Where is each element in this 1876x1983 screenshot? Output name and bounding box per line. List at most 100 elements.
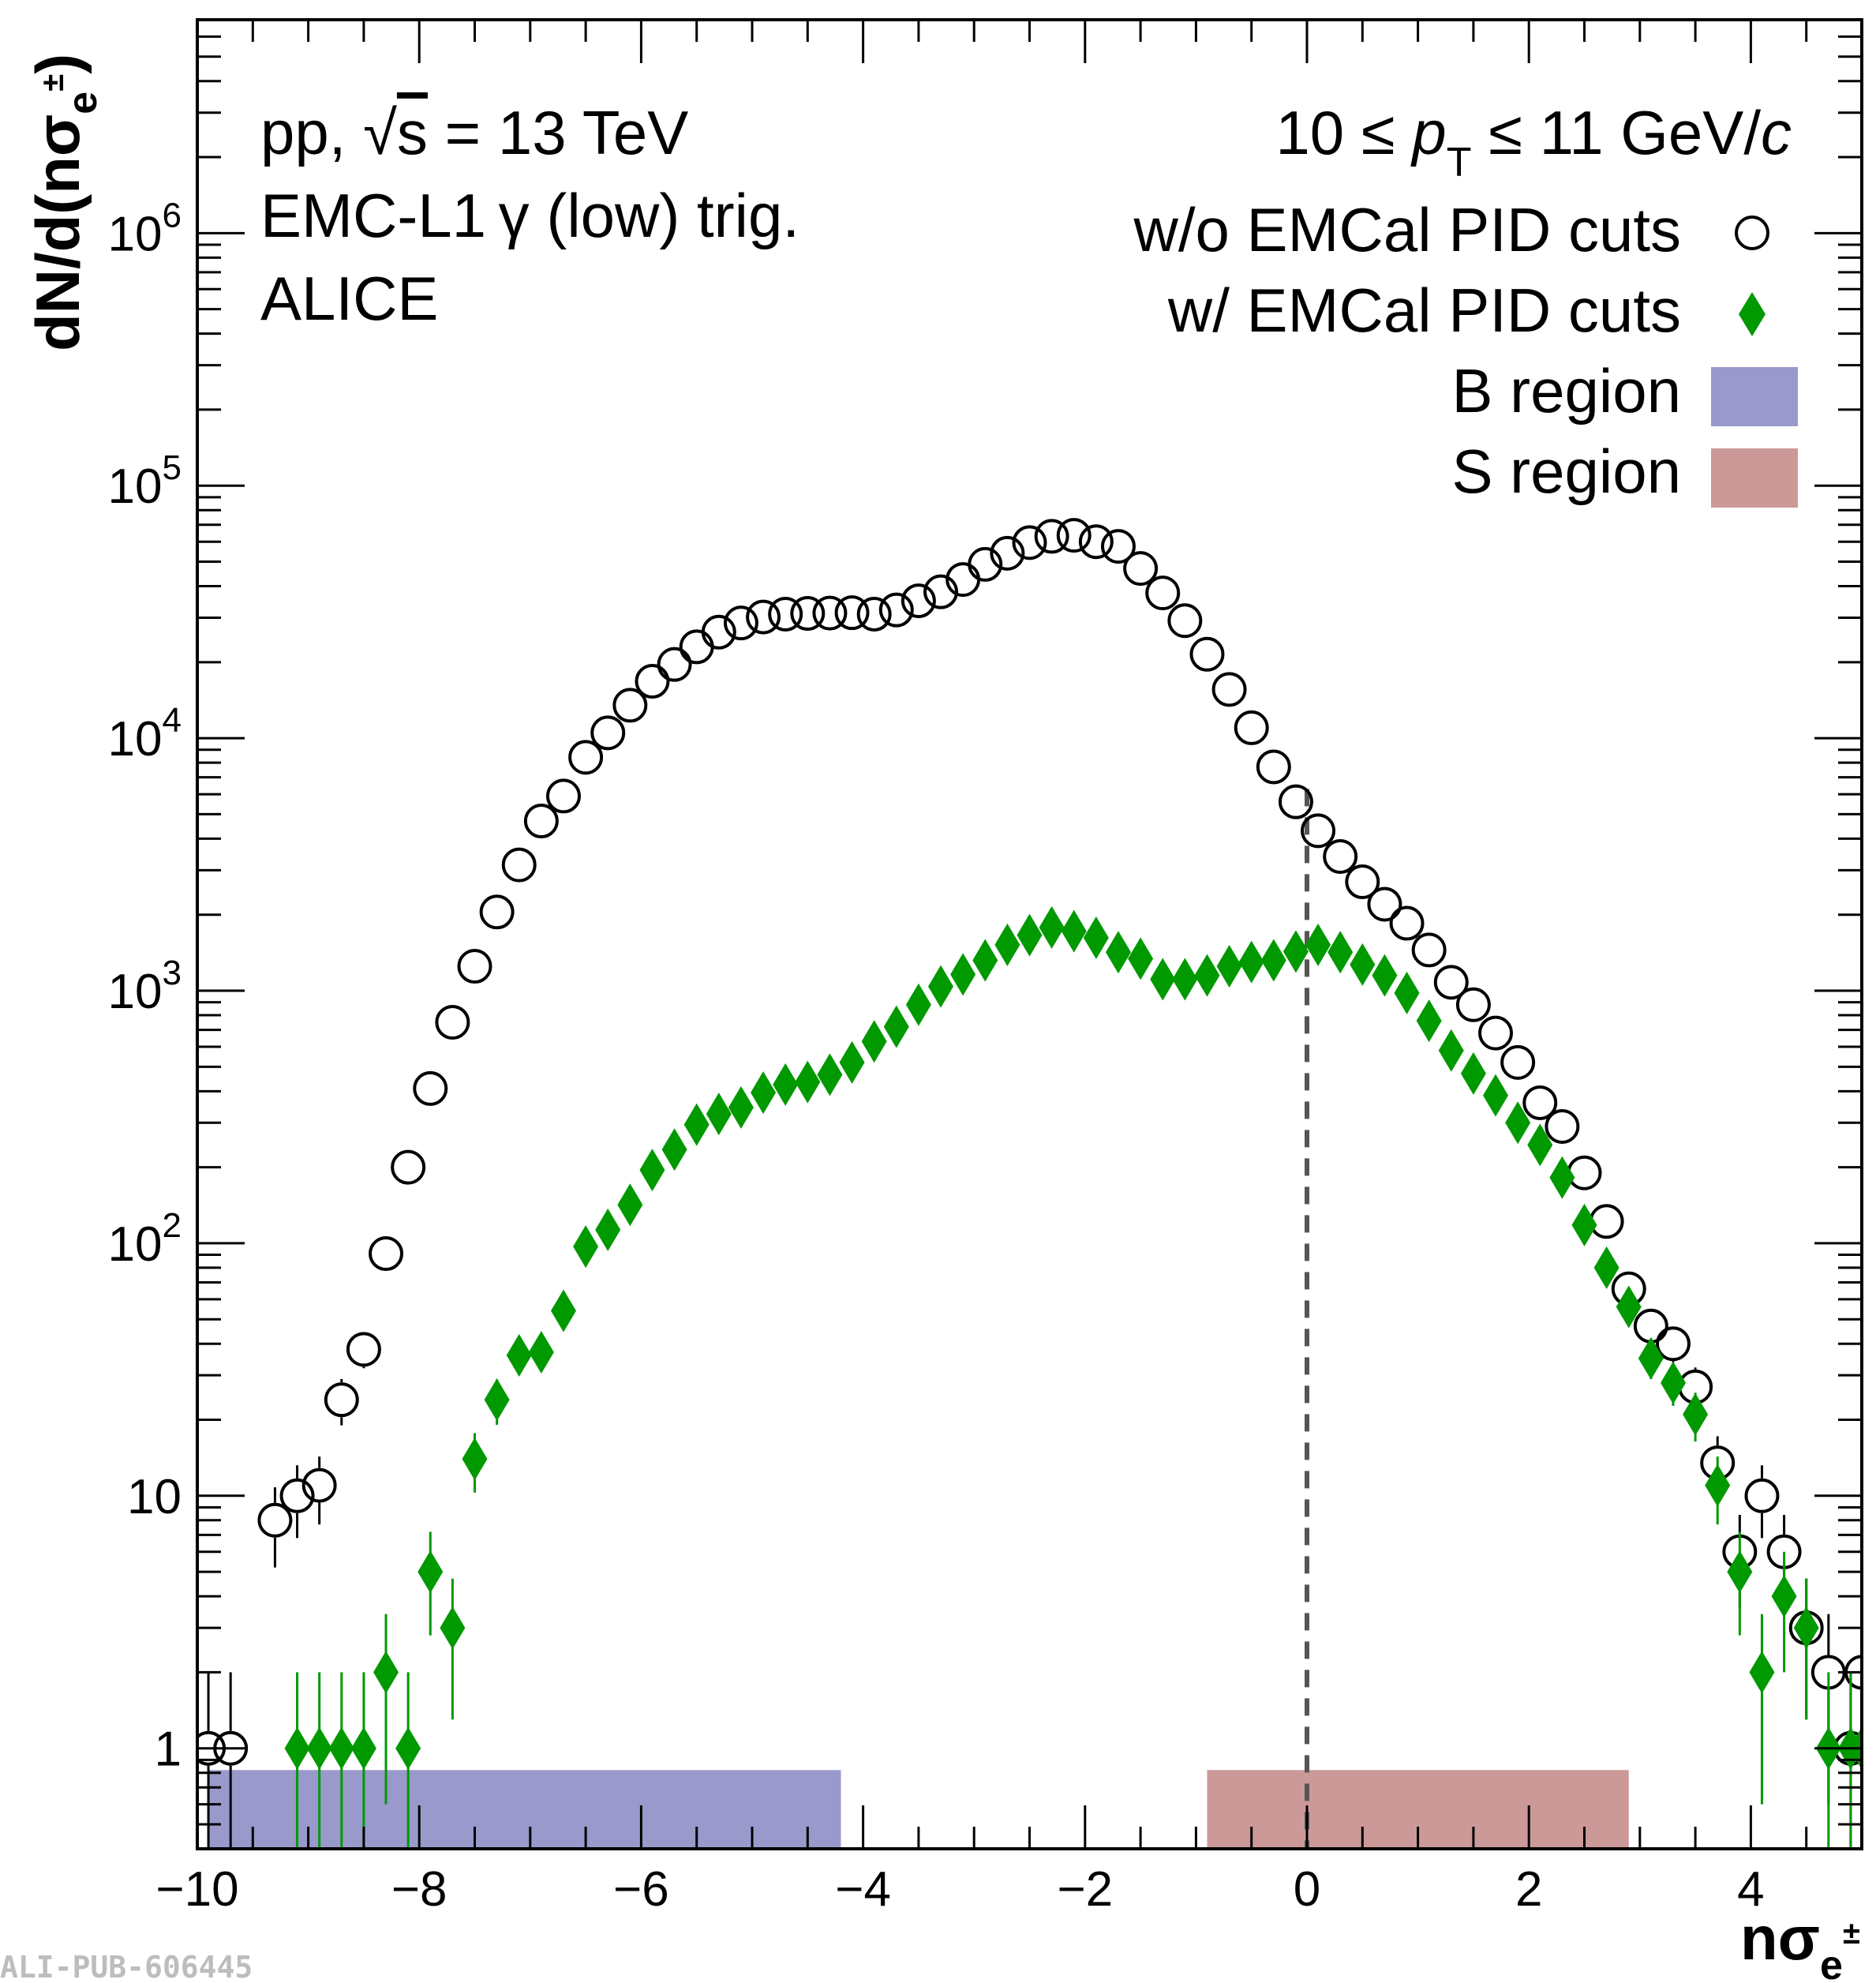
data-point-diamond bbox=[418, 1550, 444, 1594]
data-point-diamond bbox=[1194, 954, 1220, 997]
data-point-open-circle bbox=[1589, 1204, 1624, 1239]
data-point-diamond bbox=[1083, 916, 1109, 959]
data-point-open-circle bbox=[568, 740, 604, 775]
data-point-open-circle bbox=[1189, 636, 1225, 672]
legend-box-s-region bbox=[1711, 448, 1798, 508]
data-point-diamond bbox=[1416, 999, 1442, 1043]
data-point-open-circle bbox=[1411, 932, 1447, 968]
data-point-diamond bbox=[950, 953, 976, 996]
data-point-diamond bbox=[1282, 930, 1309, 973]
data-point-diamond bbox=[440, 1606, 466, 1650]
data-point-diamond bbox=[350, 1726, 376, 1770]
data-point-open-circle bbox=[746, 599, 781, 635]
data-point-diamond bbox=[1128, 937, 1154, 980]
data-point-diamond bbox=[1727, 1550, 1753, 1594]
data-point-diamond bbox=[1571, 1203, 1597, 1246]
data-point-open-circle bbox=[923, 574, 959, 609]
data-point-diamond bbox=[972, 939, 998, 982]
data-point-open-circle bbox=[1078, 524, 1114, 560]
data-point-open-circle bbox=[1323, 839, 1358, 875]
data-point-diamond bbox=[1039, 905, 1065, 949]
x-tick-label: −6 bbox=[613, 1862, 669, 1917]
data-point-diamond bbox=[595, 1208, 621, 1251]
data-point-diamond bbox=[861, 1020, 887, 1063]
data-point-open-circle bbox=[1012, 525, 1047, 560]
data-point-open-circle bbox=[612, 688, 648, 723]
data-point-diamond bbox=[306, 1726, 332, 1770]
data-point-open-circle bbox=[1744, 1478, 1780, 1513]
data-point-diamond bbox=[1260, 939, 1286, 982]
data-point-diamond bbox=[1793, 1606, 1819, 1650]
data-point-diamond bbox=[1483, 1074, 1509, 1117]
data-point-diamond bbox=[1527, 1123, 1553, 1167]
data-point-open-circle bbox=[1034, 519, 1069, 554]
data-point-open-circle bbox=[435, 1004, 470, 1040]
data-point-open-circle bbox=[812, 595, 848, 631]
y-tick-label: 102 bbox=[108, 1206, 182, 1272]
data-point-diamond bbox=[1771, 1575, 1797, 1618]
data-point-open-circle bbox=[279, 1478, 315, 1513]
data-point-diamond bbox=[550, 1289, 576, 1333]
legend-label-b-region: B region bbox=[1451, 356, 1681, 425]
data-point-open-circle bbox=[856, 596, 892, 632]
data-point-open-circle bbox=[545, 778, 581, 814]
data-point-open-circle bbox=[1145, 575, 1181, 611]
data-point-diamond bbox=[484, 1378, 510, 1422]
legend-marker-diamond bbox=[1739, 292, 1766, 336]
series-without-pid-cuts bbox=[197, 518, 1862, 1849]
x-tick-label: 4 bbox=[1737, 1862, 1764, 1917]
data-point-diamond bbox=[1593, 1246, 1620, 1289]
data-point-diamond bbox=[817, 1053, 843, 1096]
data-point-diamond bbox=[751, 1071, 777, 1115]
data-point-open-circle bbox=[346, 1332, 381, 1367]
data-point-open-circle bbox=[479, 894, 515, 930]
data-point-diamond bbox=[1372, 954, 1398, 997]
annotation-experiment: ALICE bbox=[260, 264, 438, 333]
data-point-diamond bbox=[639, 1149, 665, 1192]
data-point-diamond bbox=[683, 1103, 710, 1146]
data-point-diamond bbox=[373, 1651, 399, 1694]
data-point-diamond bbox=[1505, 1101, 1531, 1145]
data-point-diamond bbox=[1394, 971, 1420, 1014]
annotation-pt-range: 10 ≤ pT ≤ 11 GeV/c bbox=[1275, 98, 1792, 186]
publication-id: ALI-PUB-606445 bbox=[0, 1950, 253, 1983]
legend-marker-open-circle bbox=[1735, 216, 1769, 250]
data-point-diamond bbox=[395, 1726, 421, 1770]
data-point-diamond bbox=[1549, 1156, 1575, 1199]
data-point-open-circle bbox=[1500, 1044, 1536, 1080]
x-axis-ticks: −10 −8 −6 −4 −2 0 2 4 bbox=[155, 20, 1863, 1917]
data-point-open-circle bbox=[701, 614, 736, 650]
data-point-open-circle bbox=[1655, 1326, 1691, 1362]
data-point-diamond bbox=[1749, 1651, 1775, 1694]
data-point-diamond bbox=[462, 1438, 488, 1481]
data-point-open-circle bbox=[1123, 551, 1159, 587]
data-point-open-circle bbox=[590, 715, 626, 751]
data-point-open-circle bbox=[257, 1502, 293, 1538]
x-tick-label: 2 bbox=[1515, 1862, 1542, 1917]
data-point-open-circle bbox=[1100, 529, 1136, 564]
data-point-diamond bbox=[1305, 923, 1331, 966]
annotation-collision-system: pp, √s = 13 TeV bbox=[260, 98, 688, 167]
data-point-open-circle bbox=[457, 949, 492, 984]
data-point-diamond bbox=[1660, 1361, 1686, 1404]
data-point-diamond bbox=[1105, 931, 1131, 974]
data-point-diamond bbox=[928, 965, 954, 1008]
data-point-open-circle bbox=[834, 595, 870, 631]
data-point-open-circle bbox=[968, 546, 1003, 582]
data-point-open-circle bbox=[1455, 987, 1491, 1022]
x-tick-label: −4 bbox=[835, 1862, 891, 1917]
data-point-diamond bbox=[1327, 931, 1354, 974]
y-axis-ticks: 1 10 102 103 104 105 106 bbox=[108, 18, 1862, 1850]
legend: w/o EMCal PID cuts w/ EMCal PID cuts B r… bbox=[1133, 195, 1798, 508]
data-point-diamond bbox=[1150, 958, 1176, 1001]
data-point-diamond bbox=[1683, 1393, 1709, 1436]
data-point-diamond bbox=[728, 1085, 754, 1129]
data-point-diamond bbox=[1061, 909, 1087, 953]
legend-label-without-pid: w/o EMCal PID cuts bbox=[1133, 195, 1681, 264]
x-tick-label: −10 bbox=[155, 1862, 238, 1917]
data-point-diamond bbox=[617, 1183, 643, 1227]
data-point-open-circle bbox=[324, 1382, 359, 1418]
data-point-open-circle bbox=[657, 647, 692, 682]
x-tick-label: −8 bbox=[391, 1862, 447, 1917]
data-point-diamond bbox=[328, 1726, 354, 1770]
